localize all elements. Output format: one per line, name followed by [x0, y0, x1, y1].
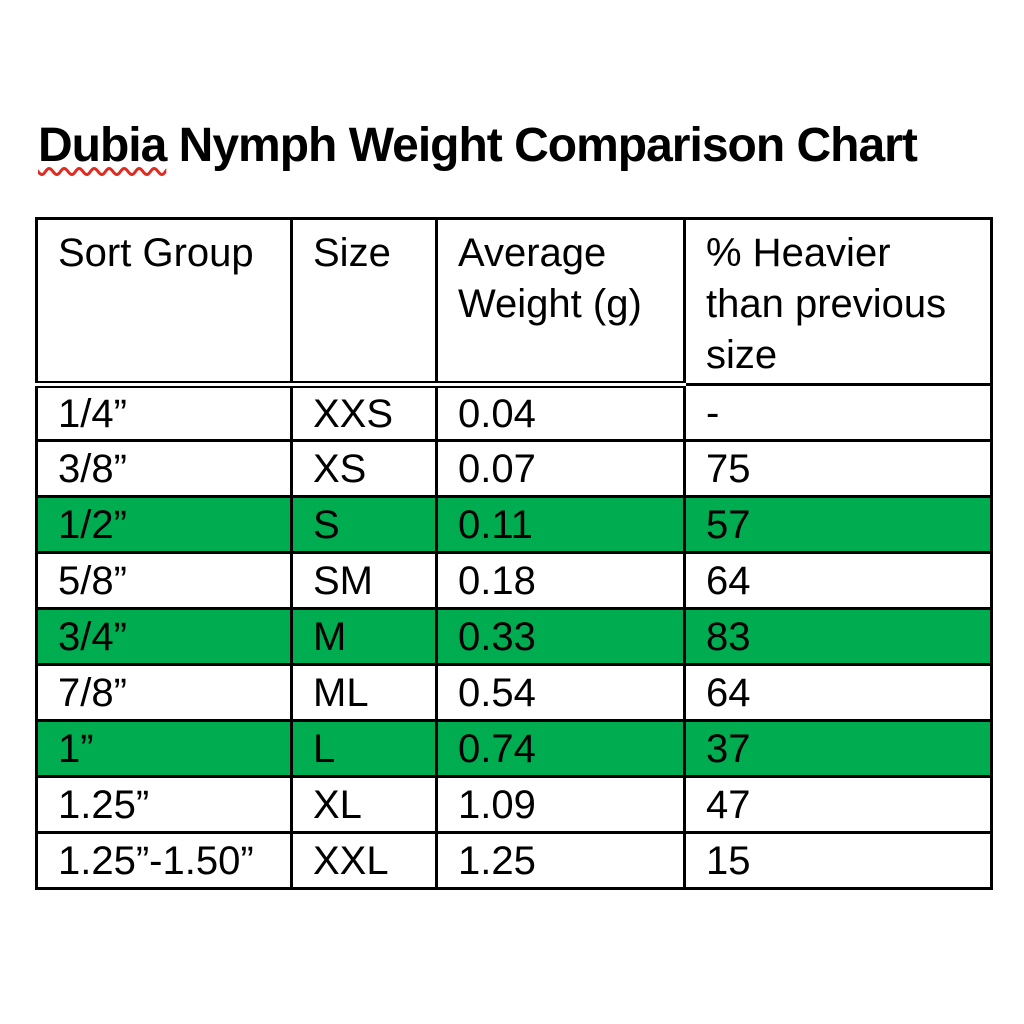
cell-sort-group: 1/4” [35, 383, 293, 442]
cell-pct-heavier: 47 [683, 775, 993, 834]
cell-pct-heavier: 37 [683, 719, 993, 778]
cell-pct-heavier: 83 [683, 607, 993, 666]
table-row: 1.25” XL 1.09 47 [35, 775, 993, 834]
column-header-pct-heavier: % Heavier than previous size [683, 217, 993, 386]
column-header-average-weight: Average Weight (g) [435, 217, 686, 388]
cell-avg-weight: 0.54 [435, 663, 686, 722]
header-row: Sort Group Size Average Weight (g) % Hea… [35, 217, 993, 388]
table-row: 1/4” XXS 0.04 - [35, 383, 993, 442]
cell-pct-heavier: - [683, 383, 993, 442]
column-header-size: Size [290, 217, 438, 388]
title-misspelled-word: Dubia [38, 119, 167, 172]
cell-pct-heavier: 15 [683, 831, 993, 890]
cell-size: L [290, 719, 438, 778]
page-title: Dubia Nymph Weight Comparison Chart [38, 119, 918, 172]
cell-avg-weight: 0.74 [435, 719, 686, 778]
cell-size: XS [290, 439, 438, 498]
cell-size: ML [290, 663, 438, 722]
cell-size: XXL [290, 831, 438, 890]
table-row: 1” L 0.74 37 [35, 719, 993, 778]
cell-size: S [290, 495, 438, 554]
cell-sort-group: 5/8” [35, 551, 293, 610]
title-rest: Nymph Weight Comparison Chart [166, 119, 918, 172]
cell-sort-group: 1/2” [35, 495, 293, 554]
cell-avg-weight: 1.25 [435, 831, 686, 890]
cell-avg-weight: 0.04 [435, 383, 686, 442]
cell-size: SM [290, 551, 438, 610]
cell-pct-heavier: 75 [683, 439, 993, 498]
table-row: 7/8” ML 0.54 64 [35, 663, 993, 722]
cell-size: XL [290, 775, 438, 834]
cell-avg-weight: 0.18 [435, 551, 686, 610]
table-row: 3/4” M 0.33 83 [35, 607, 993, 666]
cell-size: XXS [290, 383, 438, 442]
table-row: 1/2” S 0.11 57 [35, 495, 993, 554]
cell-sort-group: 1.25”-1.50” [35, 831, 293, 890]
table-row: 3/8” XS 0.07 75 [35, 439, 993, 498]
cell-sort-group: 3/4” [35, 607, 293, 666]
cell-avg-weight: 1.09 [435, 775, 686, 834]
cell-size: M [290, 607, 438, 666]
cell-sort-group: 1” [35, 719, 293, 778]
cell-avg-weight: 0.11 [435, 495, 686, 554]
cell-sort-group: 1.25” [35, 775, 293, 834]
cell-pct-heavier: 64 [683, 663, 993, 722]
cell-avg-weight: 0.33 [435, 607, 686, 666]
column-header-sort-group: Sort Group [35, 217, 293, 388]
cell-pct-heavier: 64 [683, 551, 993, 610]
table-row: 5/8” SM 0.18 64 [35, 551, 993, 610]
cell-avg-weight: 0.07 [435, 439, 686, 498]
cell-sort-group: 7/8” [35, 663, 293, 722]
cell-pct-heavier: 57 [683, 495, 993, 554]
table-row: 1.25”-1.50” XXL 1.25 15 [35, 831, 993, 890]
weight-comparison-table: Sort Group Size Average Weight (g) % Hea… [35, 217, 993, 890]
cell-sort-group: 3/8” [35, 439, 293, 498]
